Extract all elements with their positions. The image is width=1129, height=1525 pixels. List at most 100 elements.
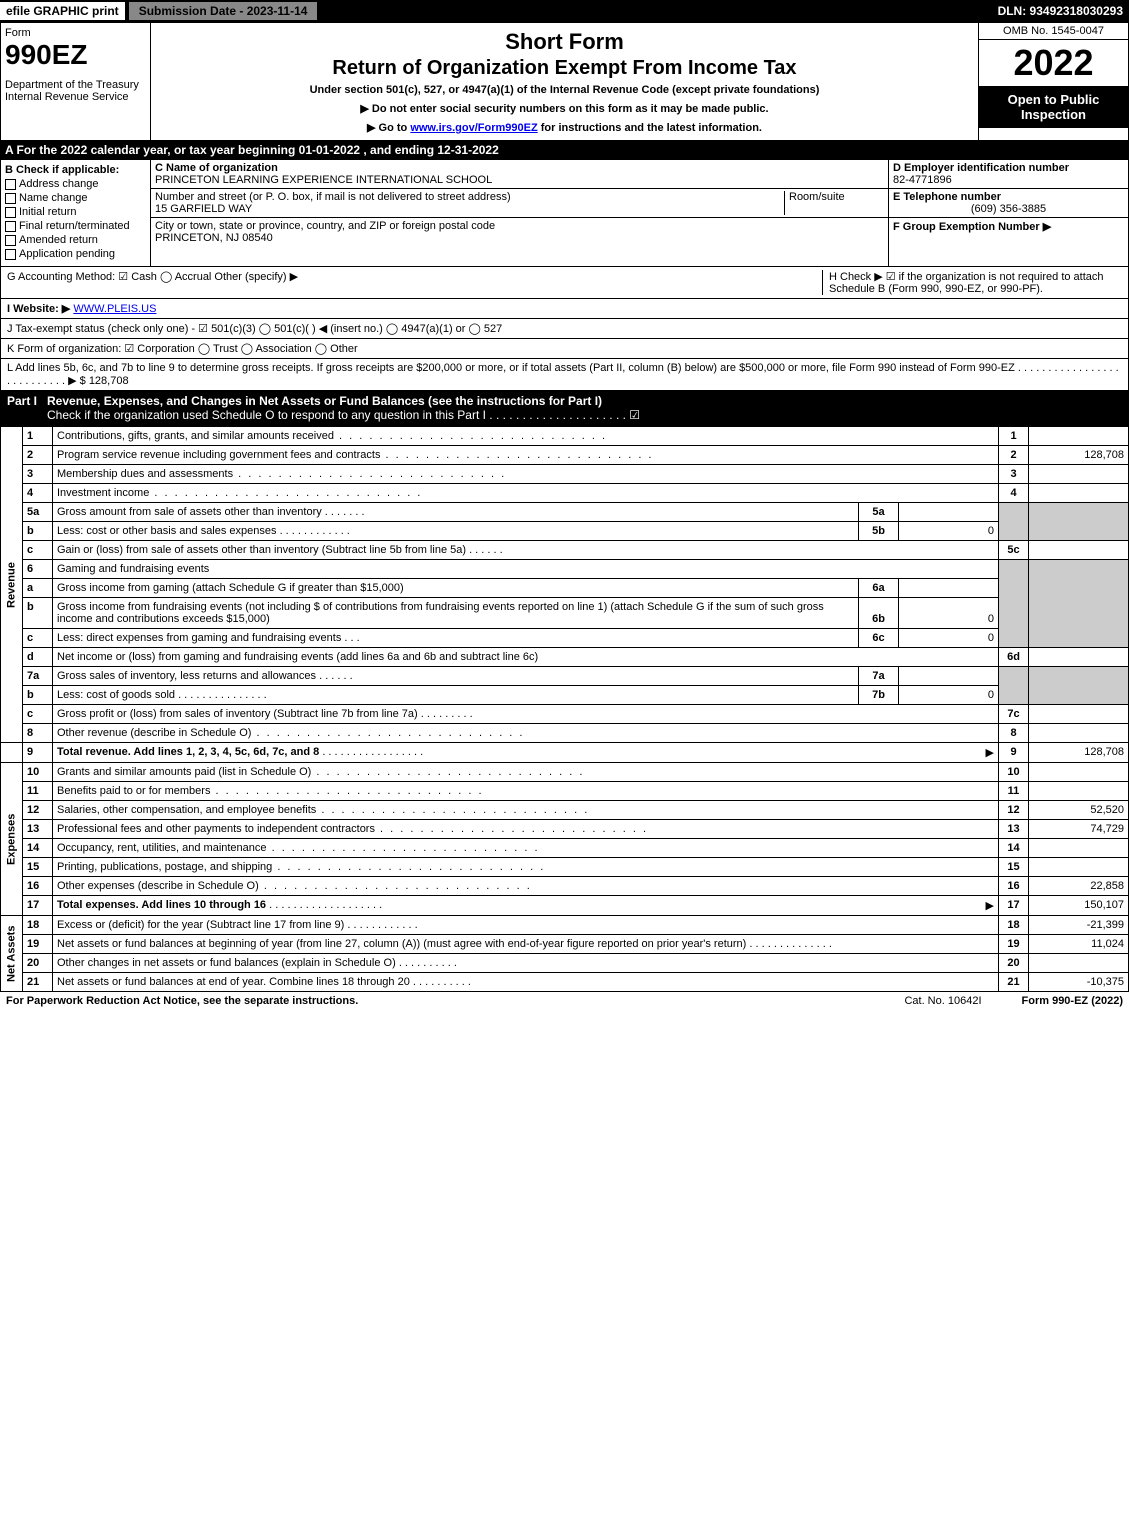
- line5ab-amt-grey: [1029, 503, 1129, 541]
- part1-check: Check if the organization used Schedule …: [47, 408, 640, 422]
- line13-amt: 74,729: [1029, 820, 1129, 839]
- line6a-text: Gross income from gaming (attach Schedul…: [53, 579, 859, 598]
- line6-rn-grey: [999, 560, 1029, 648]
- line6c-text: Less: direct expenses from gaming and fu…: [53, 629, 859, 648]
- page-footer: For Paperwork Reduction Act Notice, see …: [0, 992, 1129, 1010]
- label-org-name: C Name of organization: [155, 162, 278, 174]
- line5b-text: Less: cost or other basis and sales expe…: [53, 522, 859, 541]
- line10-rn: 10: [999, 763, 1029, 782]
- line8-rn: 8: [999, 724, 1029, 743]
- line15-amt: [1029, 858, 1129, 877]
- efile-label[interactable]: efile GRAPHIC print: [0, 2, 125, 20]
- line9-side-empty: [1, 743, 23, 763]
- check-name-change[interactable]: Name change: [5, 192, 146, 204]
- check-initial-return[interactable]: Initial return: [5, 206, 146, 218]
- line6d-rn: 6d: [999, 648, 1029, 667]
- line5b-mid: 0: [899, 522, 999, 541]
- box-b: B Check if applicable: Address change Na…: [1, 160, 151, 266]
- line10-text: Grants and similar amounts paid (list in…: [53, 763, 999, 782]
- ein-value: 82-4771896: [893, 174, 952, 186]
- header-center: Short Form Return of Organization Exempt…: [151, 23, 978, 140]
- line8-num: 8: [23, 724, 53, 743]
- line21-text: Net assets or fund balances at end of ye…: [53, 973, 999, 992]
- line15-rn: 15: [999, 858, 1029, 877]
- line9-text: Total revenue. Add lines 1, 2, 3, 4, 5c,…: [53, 743, 999, 763]
- footer-catno: Cat. No. 10642I: [904, 995, 981, 1007]
- line20-num: 20: [23, 954, 53, 973]
- header-left: Form 990EZ Department of the Treasury In…: [1, 23, 151, 140]
- line3-text: Membership dues and assessments: [53, 465, 999, 484]
- line14-num: 14: [23, 839, 53, 858]
- check-amended[interactable]: Amended return: [5, 234, 146, 246]
- row-k: K Form of organization: ☑ Corporation ◯ …: [0, 339, 1129, 359]
- line6-text: Gaming and fundraising events: [53, 560, 999, 579]
- line7c-rn: 7c: [999, 705, 1029, 724]
- line7b-num: b: [23, 686, 53, 705]
- part1-title: Revenue, Expenses, and Changes in Net As…: [47, 394, 602, 408]
- line11-amt: [1029, 782, 1129, 801]
- line8-text: Other revenue (describe in Schedule O): [53, 724, 999, 743]
- org-name: PRINCETON LEARNING EXPERIENCE INTERNATIO…: [155, 174, 492, 186]
- line4-rn: 4: [999, 484, 1029, 503]
- line6c-mid: 0: [899, 629, 999, 648]
- line7c-amt: [1029, 705, 1129, 724]
- line9-amt: 128,708: [1029, 743, 1129, 763]
- line2-num: 2: [23, 446, 53, 465]
- title-short-form: Short Form: [157, 29, 972, 55]
- open-inspection: Open to Public Inspection: [979, 86, 1128, 128]
- line6d-amt: [1029, 648, 1129, 667]
- subtitle: Under section 501(c), 527, or 4947(a)(1)…: [157, 84, 972, 96]
- line2-amt: 128,708: [1029, 446, 1129, 465]
- line17-num: 17: [23, 896, 53, 916]
- dln-label: DLN: 93492318030293: [998, 4, 1129, 18]
- line12-num: 12: [23, 801, 53, 820]
- line13-text: Professional fees and other payments to …: [53, 820, 999, 839]
- line6a-sub: 6a: [859, 579, 899, 598]
- line8-amt: [1029, 724, 1129, 743]
- line14-text: Occupancy, rent, utilities, and maintena…: [53, 839, 999, 858]
- line5b-num: b: [23, 522, 53, 541]
- city-value: PRINCETON, NJ 08540: [155, 232, 273, 244]
- check-address-change[interactable]: Address change: [5, 178, 146, 190]
- line11-text: Benefits paid to or for members: [53, 782, 999, 801]
- box-e: E Telephone number (609) 356-3885: [889, 189, 1128, 218]
- inst2-post: for instructions and the latest informat…: [538, 122, 762, 134]
- line5a-mid: [899, 503, 999, 522]
- line2-rn: 2: [999, 446, 1029, 465]
- website-link[interactable]: WWW.PLEIS.US: [73, 303, 156, 315]
- label-addr: Number and street (or P. O. box, if mail…: [155, 191, 511, 203]
- title-return: Return of Organization Exempt From Incom…: [157, 57, 972, 80]
- form-number: 990EZ: [5, 39, 146, 71]
- line14-rn: 14: [999, 839, 1029, 858]
- top-bar: efile GRAPHIC print Submission Date - 20…: [0, 0, 1129, 22]
- box-f: F Group Exemption Number ▶: [889, 218, 1128, 235]
- line16-num: 16: [23, 877, 53, 896]
- line20-text: Other changes in net assets or fund bala…: [53, 954, 999, 973]
- line5b-sub: 5b: [859, 522, 899, 541]
- check-pending[interactable]: Application pending: [5, 248, 146, 260]
- side-revenue: Revenue: [1, 427, 23, 743]
- side-expenses: Expenses: [1, 763, 23, 916]
- line5c-amt: [1029, 541, 1129, 560]
- line13-num: 13: [23, 820, 53, 839]
- line14-amt: [1029, 839, 1129, 858]
- line17-rn: 17: [999, 896, 1029, 916]
- line1-rn: 1: [999, 427, 1029, 446]
- dept-label: Department of the Treasury Internal Reve…: [5, 79, 146, 103]
- line6d-num: d: [23, 648, 53, 667]
- line7a-mid: [899, 667, 999, 686]
- line3-num: 3: [23, 465, 53, 484]
- line7c-num: c: [23, 705, 53, 724]
- check-final-return[interactable]: Final return/terminated: [5, 220, 146, 232]
- irs-link[interactable]: www.irs.gov/Form990EZ: [410, 122, 537, 134]
- row-a-period: A For the 2022 calendar year, or tax yea…: [0, 141, 1129, 160]
- line2-text: Program service revenue including govern…: [53, 446, 999, 465]
- line6-num: 6: [23, 560, 53, 579]
- line4-amt: [1029, 484, 1129, 503]
- line20-amt: [1029, 954, 1129, 973]
- box-c-name: C Name of organization PRINCETON LEARNIN…: [151, 160, 888, 189]
- line12-text: Salaries, other compensation, and employ…: [53, 801, 999, 820]
- box-b-header: B Check if applicable:: [5, 164, 146, 176]
- part1-header: Part I Revenue, Expenses, and Changes in…: [0, 391, 1129, 426]
- line15-text: Printing, publications, postage, and shi…: [53, 858, 999, 877]
